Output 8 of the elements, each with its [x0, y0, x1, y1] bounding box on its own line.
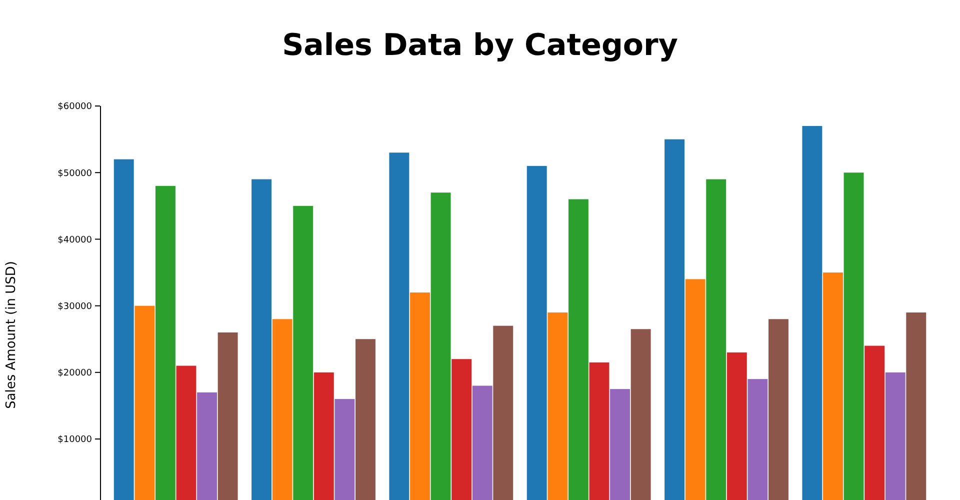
y-axis-title: Sales Amount (in USD)	[4, 261, 19, 409]
y-tick-label: $60000	[58, 102, 92, 112]
chart-title: Sales Data by Category	[282, 28, 678, 63]
y-tick-label: $50000	[58, 168, 92, 179]
y-tick-label: $10000	[58, 435, 92, 446]
y-tick-label: $40000	[58, 235, 92, 246]
y-tick-label: $20000	[58, 368, 92, 379]
y-tick-label: $30000	[58, 302, 92, 312]
